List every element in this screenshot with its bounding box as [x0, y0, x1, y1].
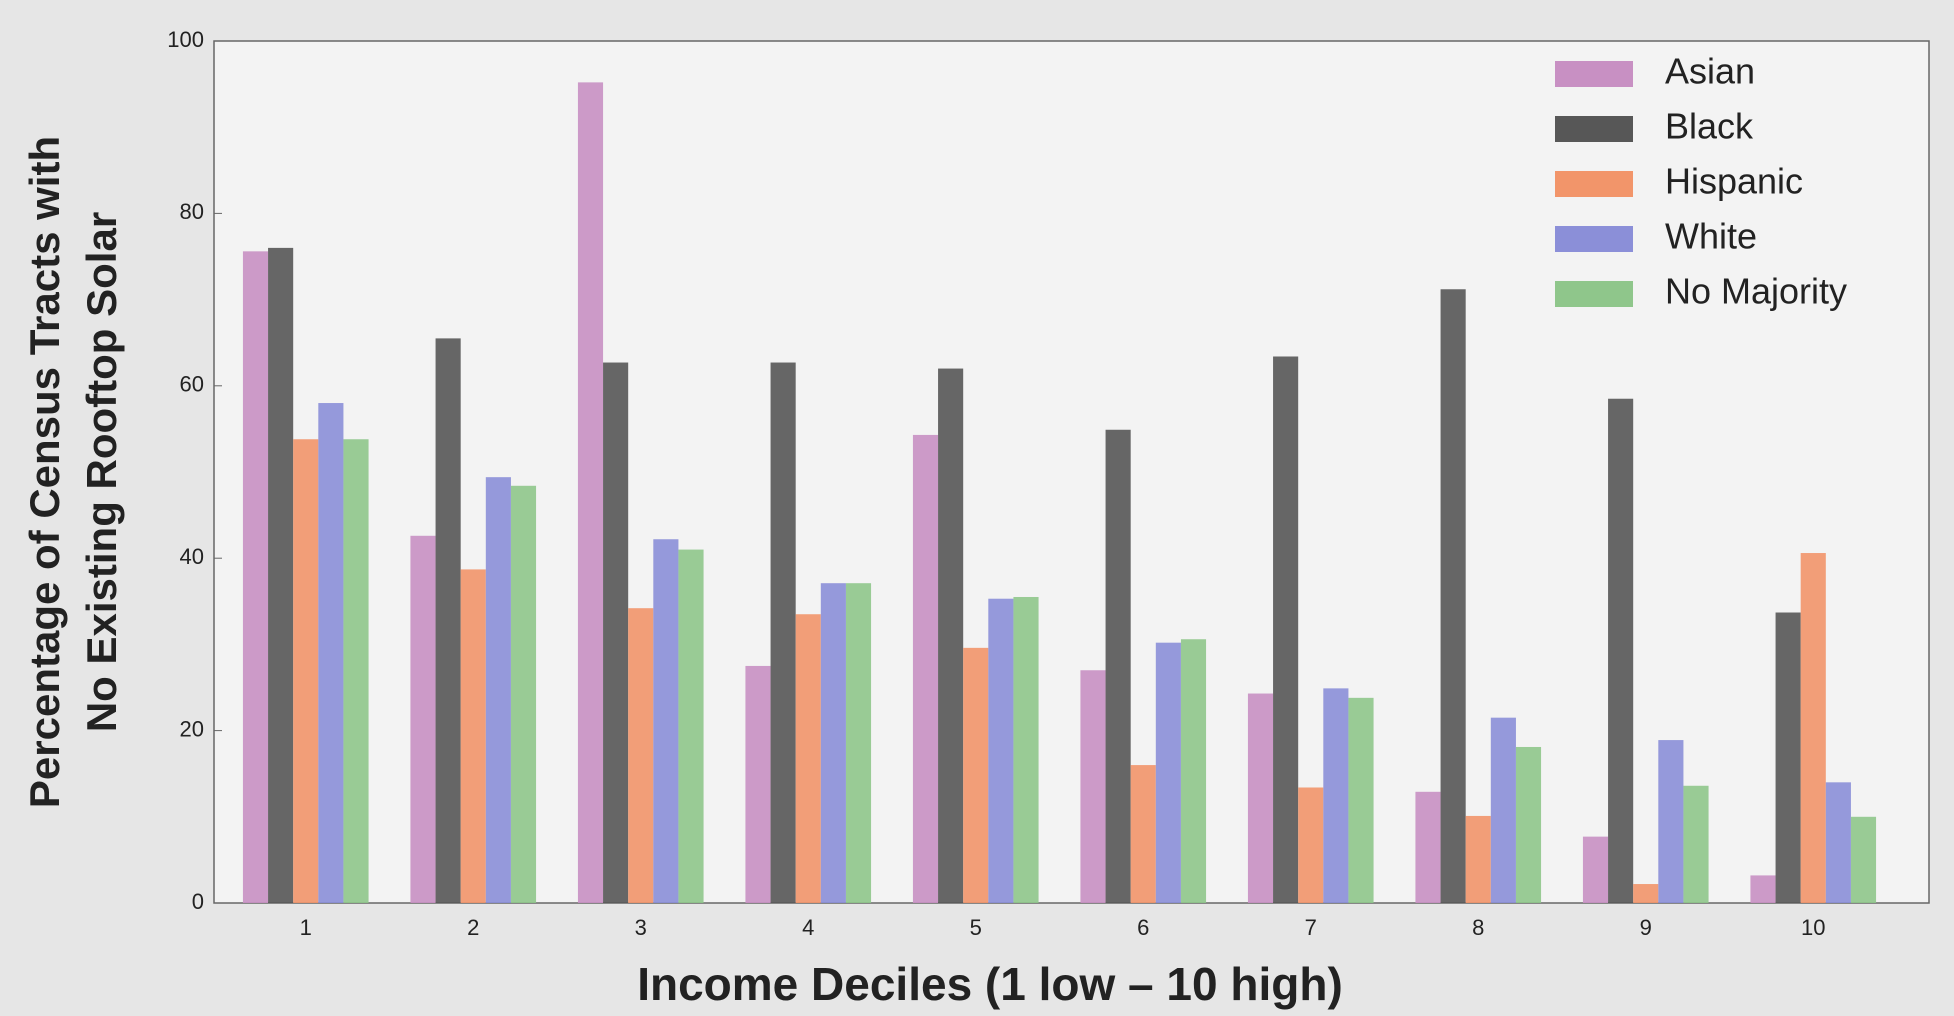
bar [1658, 740, 1684, 903]
y-tick-label: 100 [167, 27, 204, 52]
bar [938, 368, 964, 903]
bar [1800, 553, 1826, 903]
legend-swatch [1555, 281, 1633, 307]
bar [485, 477, 511, 903]
bar [1105, 429, 1131, 903]
x-tick-label: 10 [1801, 915, 1825, 940]
bar [1633, 884, 1659, 903]
bar [1775, 612, 1801, 903]
x-tick-label: 9 [1640, 915, 1652, 940]
bar [1490, 717, 1516, 903]
y-axis-label: No Existing Rooftop Solar [78, 212, 125, 732]
y-tick-label: 60 [180, 372, 204, 397]
bar [242, 251, 269, 903]
legend-label: No Majority [1665, 271, 1847, 312]
bar [678, 549, 704, 903]
bar [1080, 670, 1106, 903]
bar [1323, 688, 1349, 903]
legend-swatch [1555, 171, 1633, 197]
legend-label: White [1665, 216, 1757, 257]
bar [510, 485, 537, 903]
bar [628, 608, 654, 903]
x-tick-label: 7 [1305, 915, 1317, 940]
bar [1515, 746, 1542, 903]
x-tick-label: 4 [802, 915, 814, 940]
x-tick-label: 8 [1472, 915, 1484, 940]
bar [745, 665, 771, 903]
bar [1013, 596, 1039, 903]
bar [1582, 836, 1609, 903]
bar [1750, 875, 1776, 903]
x-tick-label: 2 [467, 915, 479, 940]
x-tick-label: 1 [300, 915, 312, 940]
bar [770, 362, 796, 903]
y-tick-label: 80 [180, 199, 204, 224]
y-axis-label: Percentage of Census Tracts with [21, 136, 68, 808]
bar [1298, 787, 1324, 903]
bar [653, 539, 679, 903]
bar [963, 647, 989, 903]
bar [460, 569, 486, 903]
bar [988, 598, 1014, 903]
bar [268, 247, 294, 903]
legend-label: Asian [1665, 51, 1755, 92]
bar [1155, 642, 1181, 903]
bar [1465, 815, 1491, 903]
y-tick-label: 20 [180, 716, 204, 741]
bar [1348, 697, 1374, 903]
bar [845, 583, 872, 903]
bar [1180, 639, 1207, 903]
x-tick-label: 3 [635, 915, 647, 940]
bar [293, 439, 319, 903]
bar [318, 403, 344, 903]
bar [1683, 785, 1709, 903]
bar [1825, 782, 1851, 903]
legend-label: Black [1665, 106, 1754, 147]
bar [577, 82, 604, 904]
bar [603, 362, 629, 903]
bar [795, 614, 821, 903]
bar [1247, 693, 1274, 903]
y-tick-label: 40 [180, 544, 204, 569]
legend-swatch [1555, 226, 1633, 252]
bar [1608, 398, 1634, 903]
bar [912, 434, 939, 903]
legend-swatch [1555, 61, 1633, 87]
legend-swatch [1555, 116, 1633, 142]
y-tick-label: 0 [192, 889, 204, 914]
x-tick-label: 5 [970, 915, 982, 940]
bar [343, 439, 369, 903]
bar [1440, 289, 1466, 904]
legend-label: Hispanic [1665, 161, 1803, 202]
bar [435, 338, 461, 903]
x-tick-label: 6 [1137, 915, 1149, 940]
x-axis-label: Income Deciles (1 low – 10 high) [637, 958, 1343, 1010]
bar [1130, 765, 1156, 903]
bar [1850, 816, 1877, 903]
bar [1415, 791, 1441, 903]
bar [1273, 356, 1299, 903]
bar [820, 583, 846, 903]
bar [410, 535, 436, 903]
